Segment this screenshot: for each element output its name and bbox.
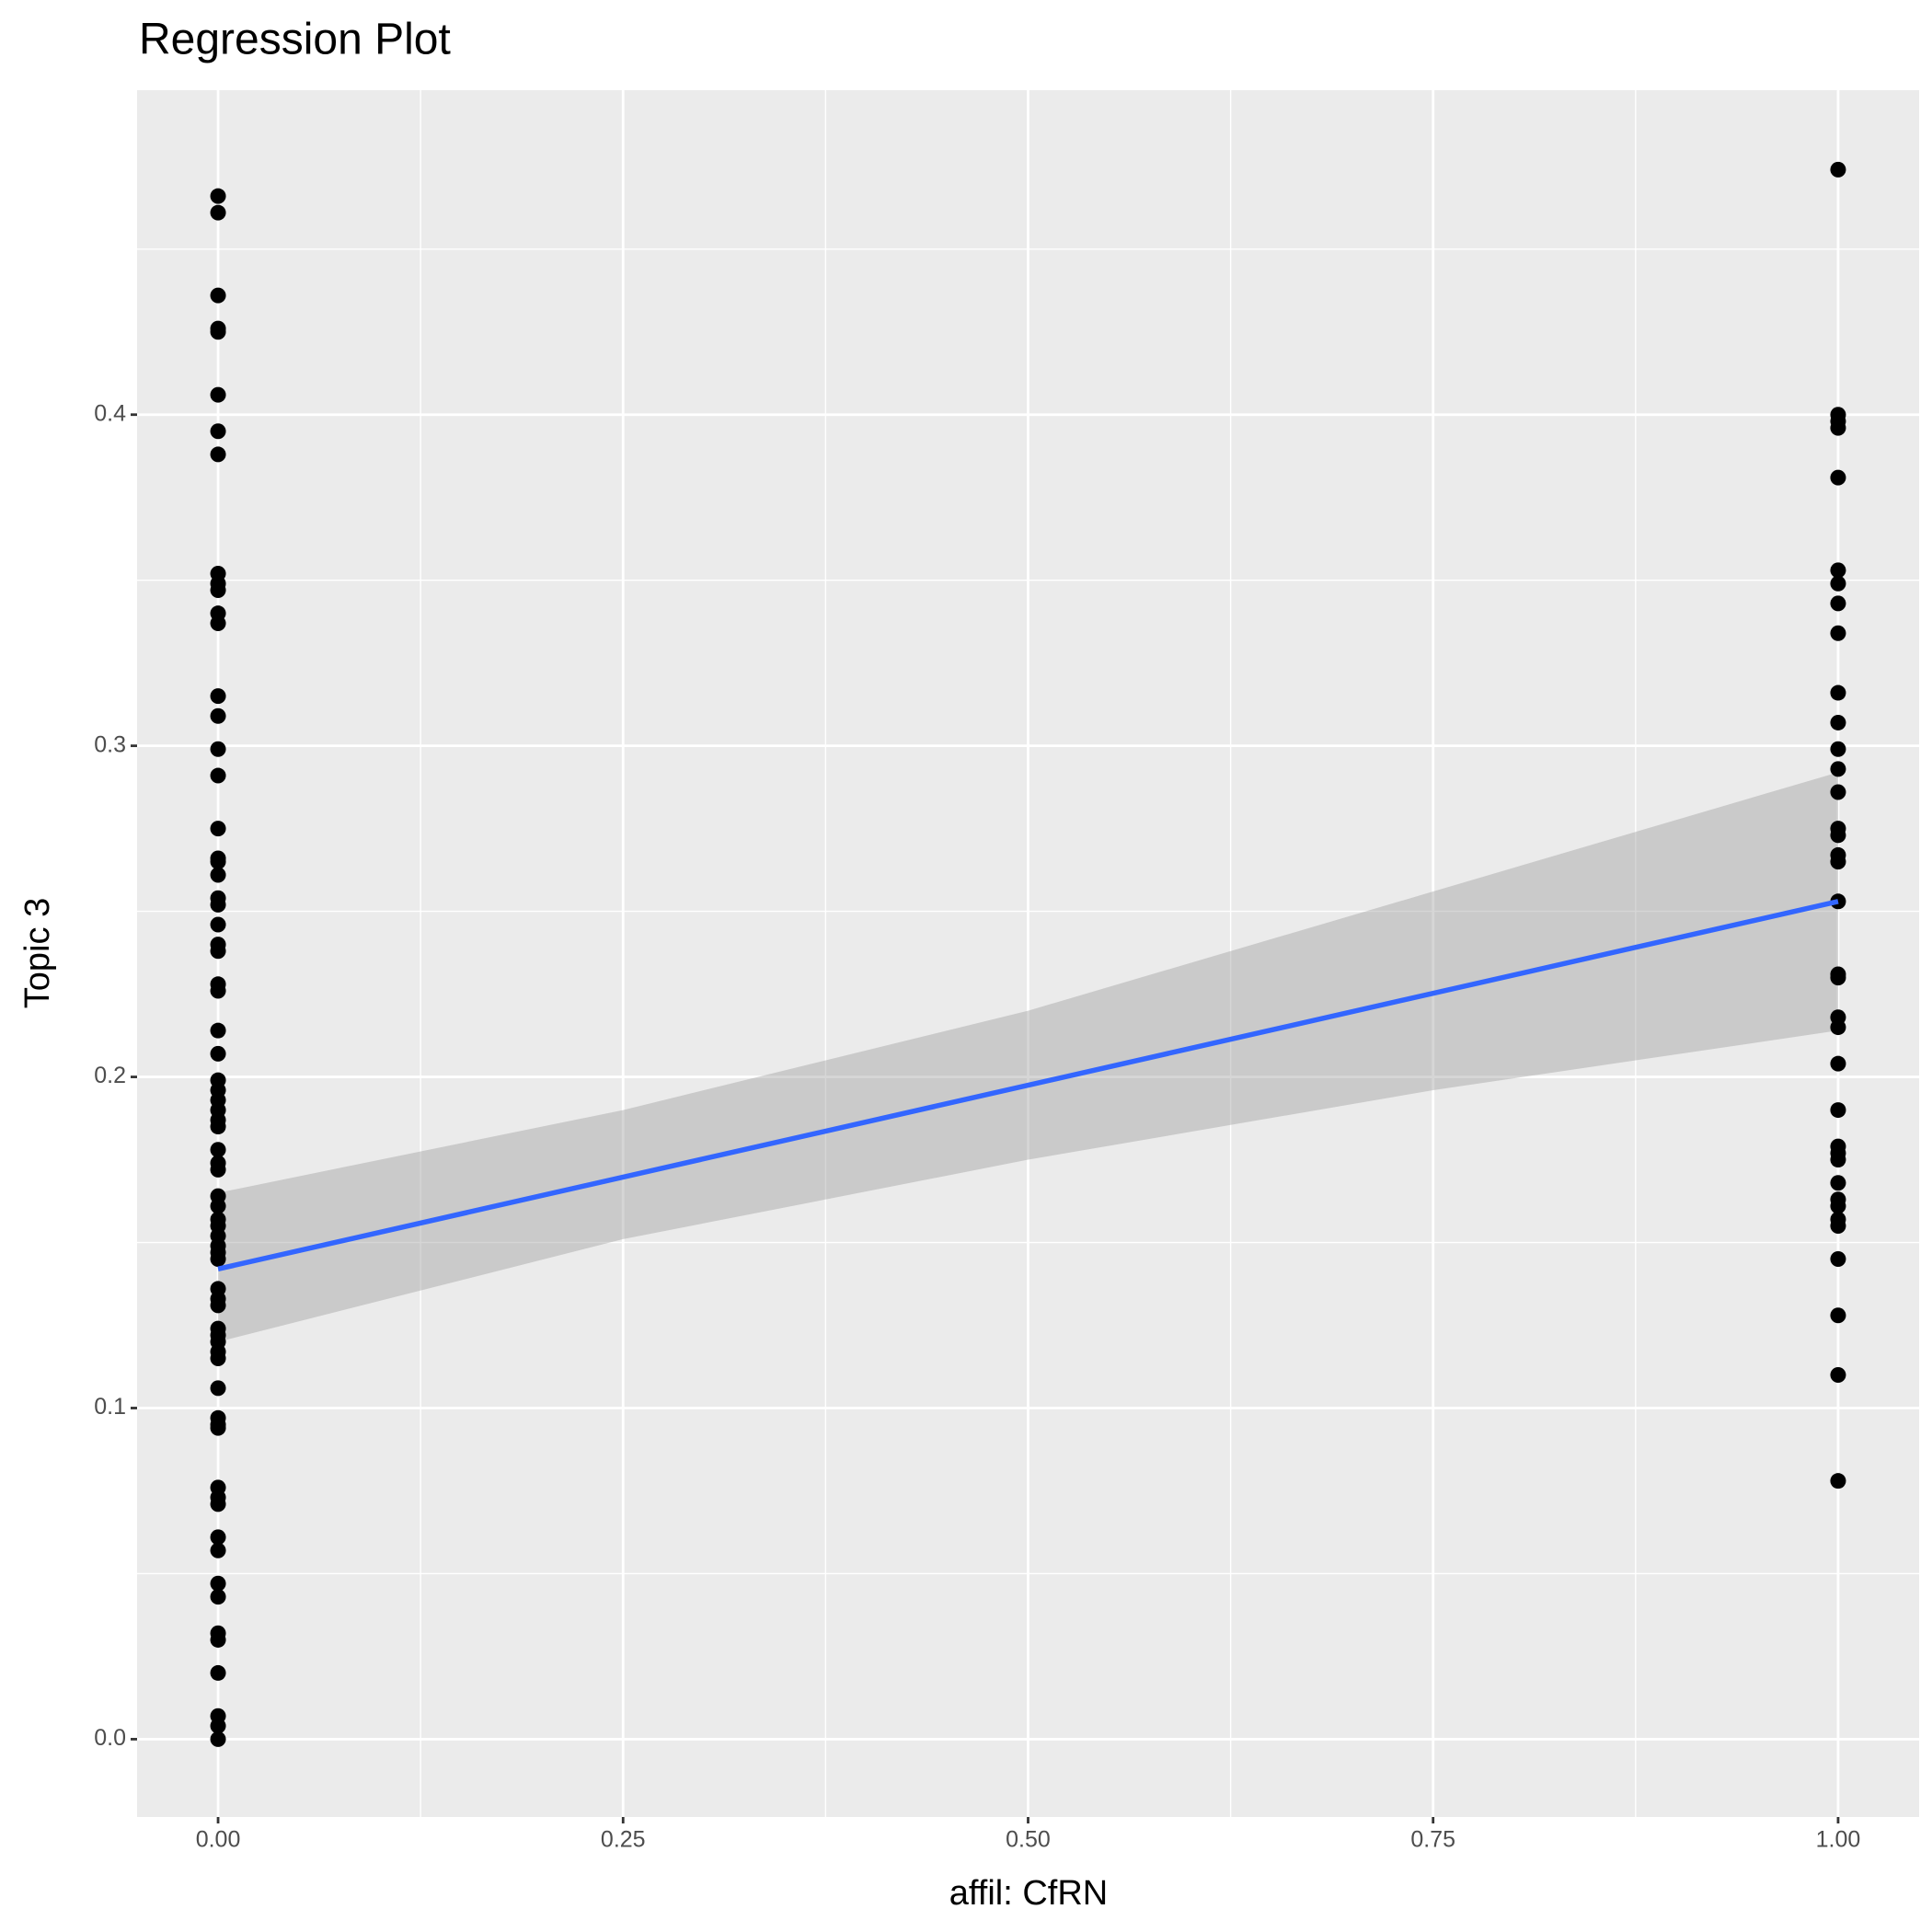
- data-point: [1830, 714, 1846, 730]
- data-point: [1830, 625, 1846, 641]
- data-point: [1830, 1102, 1846, 1119]
- data-point: [210, 1731, 226, 1747]
- data-point: [210, 1161, 226, 1178]
- x-tick-label: 0.75: [1410, 1827, 1455, 1853]
- data-point: [1830, 1367, 1846, 1384]
- data-point: [1830, 469, 1846, 486]
- data-point: [1830, 161, 1846, 178]
- data-point: [210, 581, 226, 598]
- y-tick-label: 0.2: [94, 1063, 126, 1088]
- data-point: [1830, 562, 1846, 579]
- data-point: [1830, 761, 1846, 777]
- y-tick-label: 0.4: [94, 400, 126, 426]
- data-point: [210, 324, 226, 340]
- y-tick-label: 0.0: [94, 1725, 126, 1751]
- data-point: [210, 1496, 226, 1512]
- data-point: [210, 1631, 226, 1648]
- data-point: [1830, 420, 1846, 436]
- data-point: [1830, 741, 1846, 757]
- data-point: [210, 386, 226, 403]
- data-point: [1830, 1251, 1846, 1268]
- data-point: [1830, 1473, 1846, 1489]
- data-point: [210, 1718, 226, 1734]
- data-point: [210, 867, 226, 883]
- data-point: [1830, 575, 1846, 592]
- data-point: [210, 615, 226, 631]
- data-point: [1830, 1198, 1846, 1214]
- y-tick-label: 0.1: [94, 1394, 126, 1420]
- data-point: [1830, 1218, 1846, 1235]
- data-point: [210, 916, 226, 933]
- x-tick-label: 0.25: [601, 1827, 646, 1853]
- data-point: [210, 1589, 226, 1605]
- confidence-band: [218, 772, 1838, 1342]
- data-point: [210, 204, 226, 221]
- data-point: [210, 767, 226, 784]
- x-tick-label: 0.50: [1006, 1827, 1051, 1853]
- data-point: [210, 854, 226, 870]
- data-point: [210, 741, 226, 757]
- data-point: [210, 1045, 226, 1062]
- data-point: [210, 1380, 226, 1397]
- data-point: [210, 188, 226, 204]
- data-point: [210, 1542, 226, 1558]
- data-point: [1830, 1152, 1846, 1168]
- data-point: [1830, 827, 1846, 844]
- data-point: [1830, 1175, 1846, 1191]
- data-point: [1830, 970, 1846, 986]
- x-axis-title: affil: CfRN: [949, 1874, 1108, 1913]
- data-point: [210, 1575, 226, 1592]
- y-axis-title: Topic 3: [18, 898, 57, 1008]
- x-tick-label: 1.00: [1816, 1827, 1861, 1853]
- data-point: [210, 287, 226, 304]
- data-point: [210, 1351, 226, 1367]
- data-point: [210, 1119, 226, 1135]
- data-point: [210, 1251, 226, 1268]
- data-point: [210, 707, 226, 724]
- data-point: [210, 1142, 226, 1158]
- data-point: [210, 1664, 226, 1681]
- data-point: [210, 821, 226, 837]
- data-point: [1830, 1019, 1846, 1036]
- data-point: [1830, 784, 1846, 800]
- data-point: [1830, 684, 1846, 701]
- data-point: [210, 423, 226, 440]
- chart-title: Regression Plot: [139, 16, 451, 64]
- x-tick-label: 0.00: [196, 1827, 241, 1853]
- data-point: [210, 1022, 226, 1039]
- data-point: [210, 1198, 226, 1214]
- data-point: [1830, 595, 1846, 612]
- data-point: [210, 896, 226, 913]
- data-point: [1830, 1307, 1846, 1324]
- data-point: [210, 446, 226, 463]
- y-tick-label: 0.3: [94, 731, 126, 757]
- data-point: [210, 983, 226, 999]
- data-point: [1830, 1055, 1846, 1072]
- data-point: [210, 1297, 226, 1314]
- data-point: [210, 1420, 226, 1436]
- data-point: [210, 688, 226, 705]
- data-point: [1830, 854, 1846, 870]
- regression-line: [217, 899, 1839, 1272]
- data-point: [210, 1529, 226, 1546]
- data-point: [210, 943, 226, 960]
